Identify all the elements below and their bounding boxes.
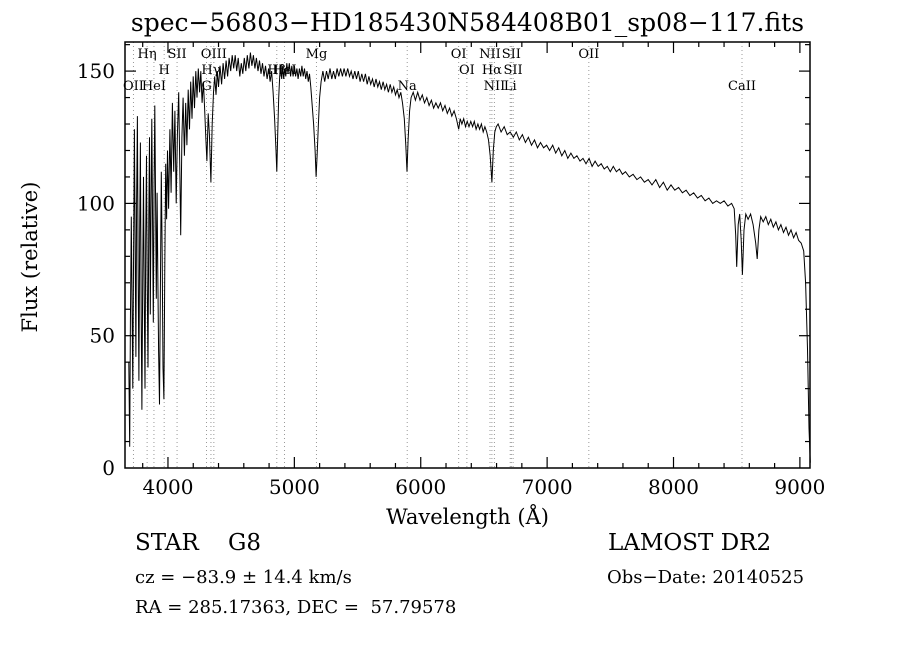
y-tick-label: 100 — [77, 191, 115, 215]
survey-label: LAMOST DR2 — [608, 530, 772, 556]
x-tick-label: 5000 — [269, 475, 320, 499]
x-tick-label: 4000 — [143, 475, 194, 499]
spectrum-trace — [128, 52, 811, 463]
spectral-line-label: Hη — [138, 47, 157, 62]
spectral-line-label: HeI — [142, 79, 166, 94]
spectral-line-label: OIII — [201, 47, 227, 62]
spectral-line-label: NII — [484, 79, 506, 94]
spectral-line-label: H — [159, 63, 170, 78]
spectral-line-label: Li — [504, 79, 517, 94]
spectral-line-label: SII — [167, 47, 186, 62]
spectral-line-label: G — [201, 79, 211, 94]
plot-title: spec−56803−HD185430N584408B01_sp08−117.f… — [130, 8, 805, 37]
spectral-line-label: Na — [398, 79, 417, 94]
spectral-line-label: CaII — [728, 79, 756, 94]
y-tick-label: 0 — [102, 456, 115, 480]
y-tick-label: 50 — [90, 324, 115, 348]
spectral-line-label: NII — [479, 47, 501, 62]
y-tick-label: 150 — [77, 59, 115, 83]
spectral-line-label: SII — [502, 47, 521, 62]
plot-frame — [124, 41, 811, 469]
x-tick-label: 9000 — [774, 475, 825, 499]
x-tick-label: 8000 — [648, 475, 699, 499]
ra-dec-coords: RA = 285.17363, DEC = 57.79578 — [135, 597, 457, 618]
spectral-line-label: OII — [123, 79, 144, 94]
y-axis-label: Flux (relative) — [18, 181, 42, 333]
spectral-line-label: Mg — [306, 47, 328, 62]
spectral-line-label: SII — [504, 63, 523, 78]
spectral-line-label: OI — [459, 63, 475, 78]
cz-value: cz = −83.9 ± 14.4 km/s — [135, 567, 352, 588]
x-tick-label: 6000 — [395, 475, 446, 499]
x-tick-label: 7000 — [522, 475, 573, 499]
x-axis-label: Wavelength (Å) — [386, 505, 549, 529]
spectral-line-label: OI — [451, 47, 467, 62]
spectral-line-label: OII — [578, 47, 599, 62]
spectral-line-label: Hγ — [201, 63, 220, 78]
object-class-label: STAR G8 — [135, 530, 262, 556]
obs-date: Obs−Date: 20140525 — [607, 567, 805, 588]
spectral-line-label: Hα — [482, 63, 502, 78]
